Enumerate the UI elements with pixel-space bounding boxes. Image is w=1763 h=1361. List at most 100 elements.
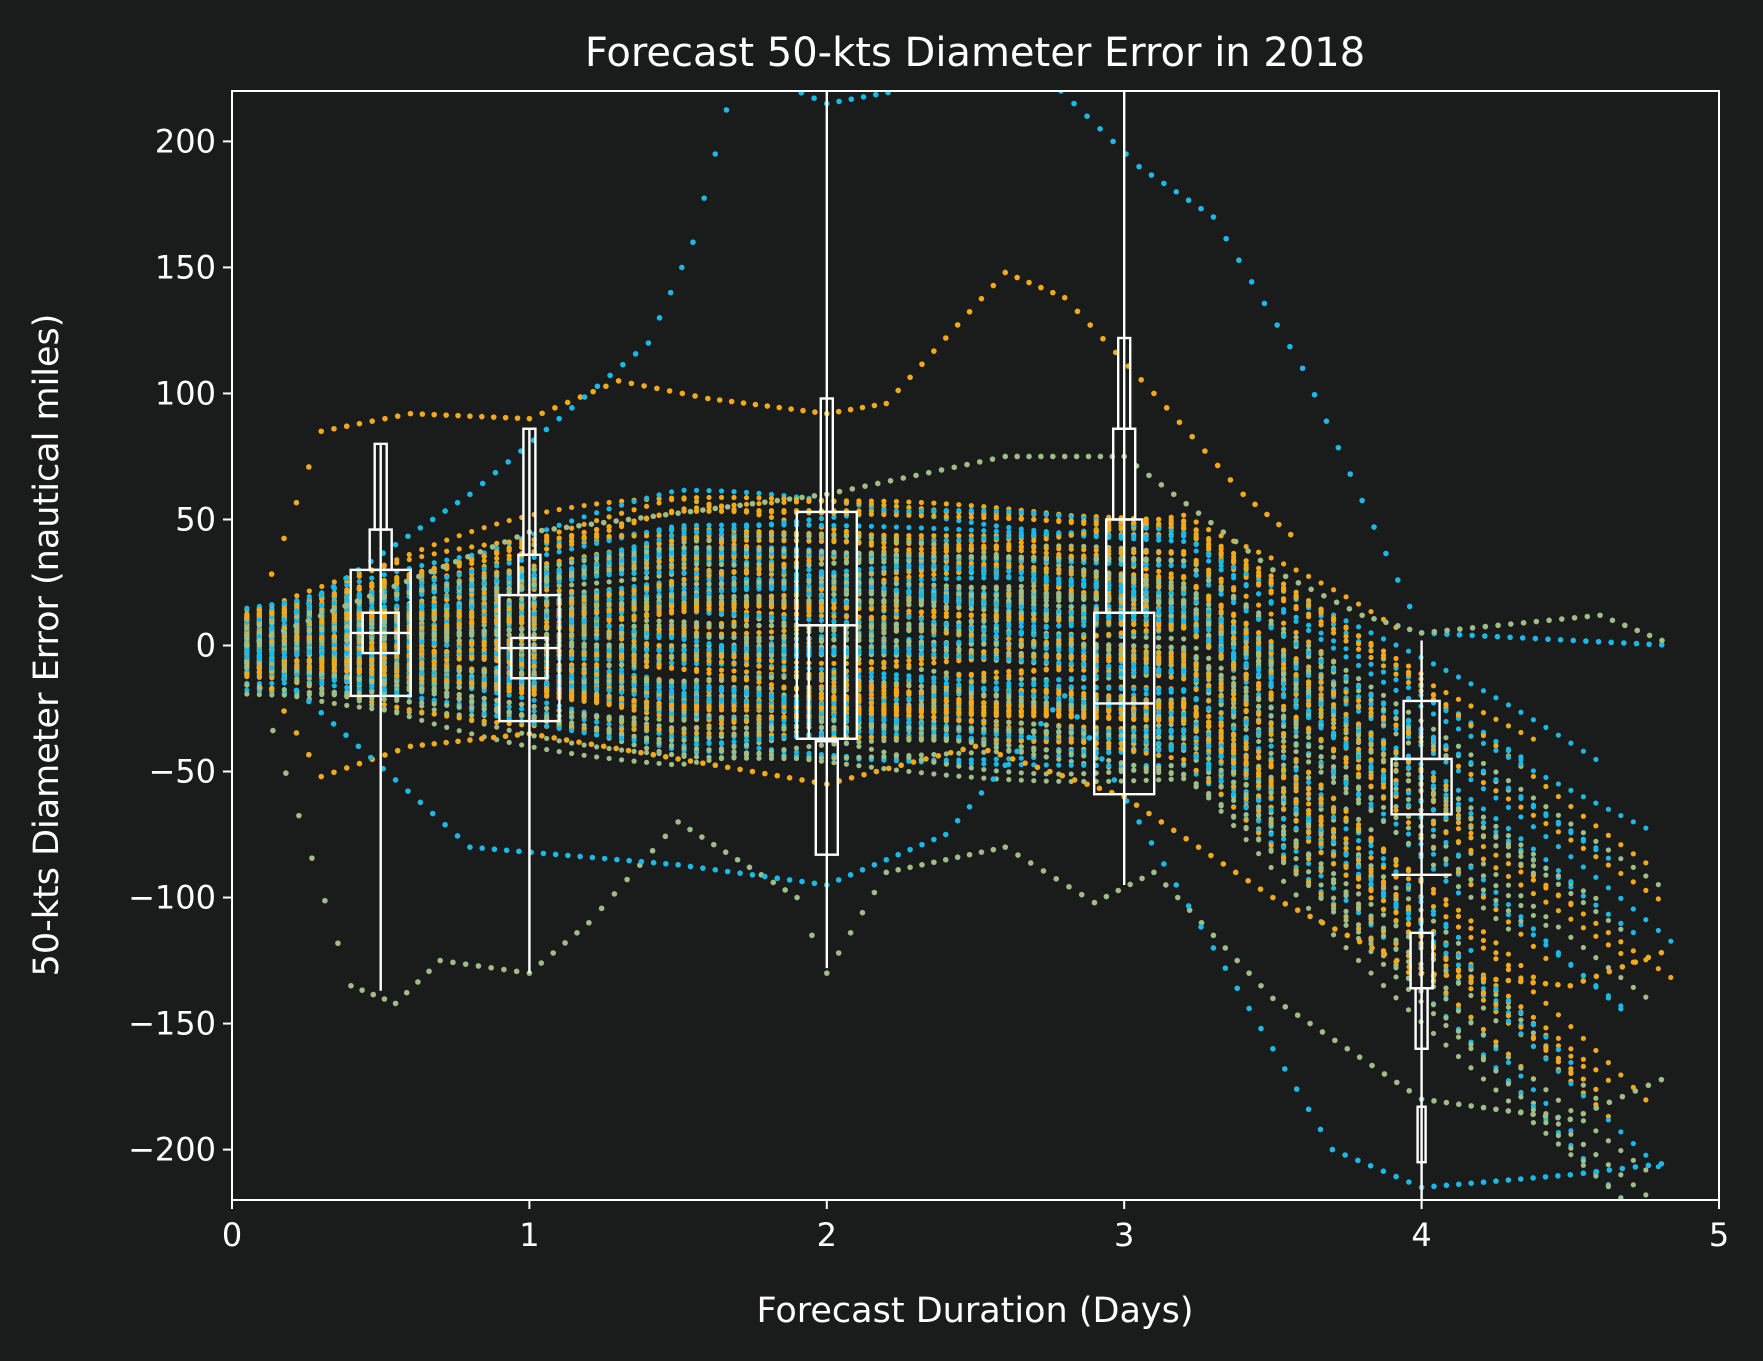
scatter-point: [1555, 881, 1562, 887]
scatter-point: [544, 735, 550, 742]
scatter-point: [1368, 654, 1374, 661]
scatter-point: [1518, 814, 1524, 820]
scatter-point: [1555, 1121, 1562, 1127]
scatter-point: [818, 666, 825, 672]
scatter-point: [1305, 639, 1312, 645]
scatter-point: [1343, 730, 1349, 736]
scatter-point: [756, 745, 762, 751]
scatter-point: [1530, 932, 1537, 938]
scatter-point: [1430, 750, 1437, 757]
scatter-point: [843, 586, 850, 592]
scatter-point: [1006, 756, 1012, 762]
scatter-point: [1068, 690, 1074, 696]
scatter-point: [1081, 690, 1087, 697]
scatter-point: [993, 679, 999, 686]
scatter-point: [1330, 779, 1337, 786]
scatter-point: [968, 757, 974, 763]
scatter-point: [1543, 1056, 1549, 1062]
scatter-point: [1106, 697, 1112, 703]
scatter-point: [1006, 719, 1012, 725]
scatter-point: [1405, 796, 1412, 803]
scatter-point: [618, 595, 625, 602]
scatter-point: [1530, 824, 1537, 830]
scatter-point: [968, 592, 974, 598]
scatter-point: [993, 756, 999, 762]
scatter-point: [1393, 768, 1399, 774]
scatter-point: [1056, 723, 1062, 730]
scatter-point: [594, 744, 600, 750]
scatter-point: [1168, 721, 1174, 728]
scatter-point: [1043, 754, 1049, 760]
scatter-point: [768, 571, 775, 577]
scatter-point: [519, 689, 525, 696]
scatter-point: [1343, 872, 1349, 878]
scatter-layer: [244, 91, 1674, 1200]
scatter-point: [1655, 966, 1661, 972]
scatter-point: [1293, 748, 1299, 755]
scatter-point: [1343, 897, 1349, 904]
scatter-point: [1168, 686, 1174, 693]
scatter-point: [1505, 1018, 1512, 1024]
scatter-point: [1143, 686, 1149, 692]
scatter-point: [956, 591, 962, 597]
scatter-point: [1256, 719, 1262, 725]
scatter-point: [743, 651, 750, 657]
scatter-point: [1293, 848, 1299, 854]
scatter-point: [1143, 691, 1149, 697]
scatter-point: [1618, 1172, 1624, 1178]
scatter-point: [1380, 818, 1387, 825]
scatter-point: [1530, 1030, 1537, 1036]
scatter-point: [1605, 1113, 1611, 1120]
scatter-point: [1106, 685, 1112, 691]
scatter-point: [1405, 740, 1412, 746]
scatter-point: [1568, 890, 1574, 897]
scatter-point: [1505, 882, 1512, 888]
scatter-point: [1468, 830, 1474, 836]
scatter-point: [1543, 1100, 1549, 1106]
scatter-point: [1630, 906, 1636, 912]
scatter-point: [1368, 895, 1374, 901]
scatter-point: [1630, 929, 1636, 936]
scatter-point: [643, 710, 650, 716]
scatter-point: [681, 660, 687, 667]
scatter-point: [631, 703, 637, 710]
scatter-point: [1330, 861, 1337, 867]
scatter-point: [1630, 948, 1636, 954]
scatter-point: [1518, 842, 1524, 848]
scatter-point: [943, 576, 949, 582]
scatter-point: [1580, 944, 1586, 951]
scatter-point: [1131, 686, 1137, 692]
scatter-point: [1056, 664, 1062, 670]
scatter-point: [1618, 920, 1624, 926]
scatter-point: [781, 569, 787, 575]
scatter-point: [1668, 938, 1674, 944]
scatter-point: [1568, 1053, 1574, 1059]
scatter-point: [1568, 1081, 1574, 1087]
scatter-point: [1343, 638, 1349, 644]
scatter-point: [1380, 961, 1387, 967]
scatter-point: [1206, 705, 1212, 711]
scatter-point: [1530, 851, 1537, 857]
scatter-point: [1593, 1067, 1599, 1073]
scatter-point: [1068, 667, 1074, 673]
scatter-point: [1380, 746, 1387, 752]
scatter-point: [1655, 927, 1661, 934]
scatter-point: [806, 612, 812, 619]
scatter-point: [1355, 739, 1362, 746]
scatter-point: [831, 632, 837, 638]
scatter-point: [531, 733, 537, 739]
scatter-point: [481, 558, 487, 564]
scatter-point: [1455, 890, 1462, 896]
scatter-point: [1618, 926, 1624, 932]
scatter-point: [756, 630, 762, 636]
scatter-point: [931, 647, 937, 653]
scatter-point: [1330, 720, 1337, 726]
scatter-point: [993, 675, 999, 681]
scatter-point: [494, 599, 500, 605]
scatter-point: [1518, 1073, 1524, 1079]
scatter-point: [1031, 598, 1037, 604]
scatter-point: [1355, 883, 1362, 890]
scatter-point: [743, 707, 750, 713]
scatter-point: [1305, 759, 1312, 765]
